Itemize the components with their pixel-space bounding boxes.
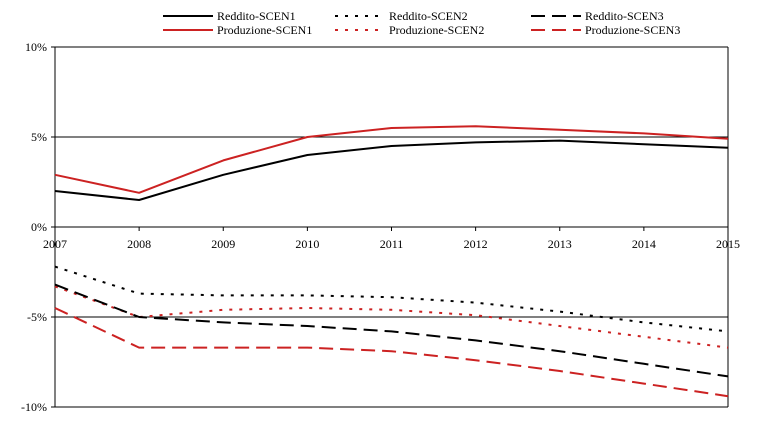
- legend-label: Produzione-SCEN2: [389, 23, 484, 37]
- x-tick-label: 2015: [716, 237, 740, 251]
- legend-label: Reddito-SCEN3: [585, 9, 664, 23]
- x-tick-label: 2013: [548, 237, 572, 251]
- legend-label: Reddito-SCEN1: [217, 9, 296, 23]
- series-line-reddito-scen1: [54, 139, 729, 201]
- series-line-reddito-scen3: [54, 283, 729, 378]
- axes: [51, 46, 729, 408]
- series-layer: [54, 125, 729, 398]
- series-line-produzione-scen3: [54, 307, 729, 398]
- x-tick-label: 2011: [380, 237, 404, 251]
- tick-labels: -10% -5% 0% 5% 10% 2007 2008 2009 2010 2011 2012 20…: [21, 40, 740, 414]
- legend-label: Reddito-SCEN2: [389, 9, 468, 23]
- x-tick-label: 2009: [211, 237, 235, 251]
- x-tick-label: 2014: [632, 237, 656, 251]
- legend-label: Produzione-SCEN3: [585, 23, 680, 37]
- x-tick-label: 2012: [464, 237, 488, 251]
- series-line-reddito-scen2: [54, 265, 729, 333]
- x-tick-label: 2007: [43, 237, 67, 251]
- series-line-produzione-scen1: [54, 125, 729, 194]
- legend: Reddito-SCEN1 Reddito-SCEN2 Reddito-SCEN3P…: [163, 9, 680, 37]
- y-tick-label: 0%: [31, 220, 47, 234]
- series-line-produzione-scen2: [54, 285, 729, 349]
- y-tick-label: -10%: [21, 400, 47, 414]
- x-tick-label: 2010: [295, 237, 319, 251]
- y-tick-label: 5%: [31, 130, 47, 144]
- y-tick-label: -5%: [27, 310, 47, 324]
- x-tick-label: 2008: [127, 237, 151, 251]
- y-tick-label: 10%: [25, 40, 47, 54]
- legend-label: Produzione-SCEN1: [217, 23, 312, 37]
